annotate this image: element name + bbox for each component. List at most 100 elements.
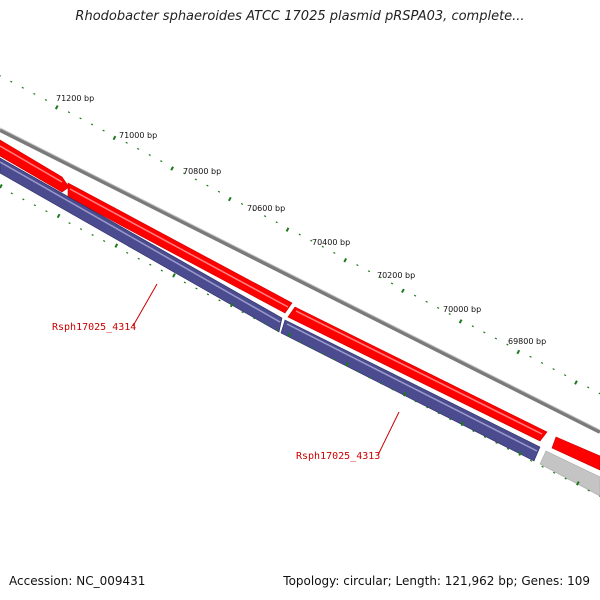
minor-tick xyxy=(483,331,486,334)
reverse-gene-2[interactable] xyxy=(280,319,541,462)
tick-label: 70400 bp xyxy=(312,238,350,247)
minor-tick xyxy=(90,123,94,126)
minor-tick xyxy=(183,281,187,284)
minor-tick xyxy=(437,412,440,415)
minor-tick xyxy=(276,329,279,332)
minor-tick xyxy=(241,311,244,314)
minor-tick xyxy=(79,117,82,120)
minor-tick xyxy=(125,141,128,144)
minor-tick xyxy=(333,251,336,254)
minor-tick xyxy=(333,358,337,361)
minor-tick xyxy=(195,287,198,290)
minor-tick xyxy=(22,198,25,201)
tick-label: 70200 bp xyxy=(377,271,415,280)
minor-tick xyxy=(448,313,451,316)
minor-tick xyxy=(252,209,255,212)
inner-tick-ring xyxy=(0,183,600,497)
major-tick xyxy=(56,213,61,219)
minor-tick xyxy=(137,257,140,260)
major-tick xyxy=(170,166,174,171)
minor-tick xyxy=(91,234,94,236)
backbone-highlight xyxy=(0,127,600,431)
map-title: Rhodobacter sphaeroides ATCC 17025 plasm… xyxy=(75,9,525,24)
tick-label: 69800 bp xyxy=(508,337,546,346)
backbone-track xyxy=(0,128,600,434)
minor-tick xyxy=(252,317,256,320)
major-tick xyxy=(401,288,405,294)
tick-label: 70800 bp xyxy=(183,167,221,176)
forward-gene-4[interactable] xyxy=(551,436,600,471)
forward-gene-shine xyxy=(295,310,543,435)
minor-tick xyxy=(102,129,105,132)
minor-tick xyxy=(206,293,210,296)
forward-gene-shine xyxy=(69,188,289,308)
major-tick xyxy=(402,391,407,397)
major-tick xyxy=(460,421,465,427)
minor-tick xyxy=(322,352,325,355)
major-tick xyxy=(516,349,521,355)
minor-tick xyxy=(552,471,556,474)
minor-tick xyxy=(194,178,198,181)
minor-tick xyxy=(263,215,267,218)
minor-tick xyxy=(425,300,428,303)
minor-tick xyxy=(160,269,163,272)
minor-tick xyxy=(160,160,163,163)
minor-tick xyxy=(217,190,221,193)
tick-label: 70600 bp xyxy=(247,204,285,213)
tick-label: 70000 bp xyxy=(443,305,481,314)
minor-tick xyxy=(494,337,498,340)
accession-text: Accession: NC_009431 xyxy=(9,574,146,588)
minor-tick xyxy=(471,325,474,328)
minor-tick xyxy=(298,233,301,236)
minor-tick xyxy=(321,245,324,248)
minor-tick xyxy=(564,477,567,480)
minor-tick xyxy=(44,98,48,101)
minor-tick xyxy=(472,430,475,433)
minor-tick xyxy=(148,154,151,157)
minor-tick xyxy=(149,263,152,266)
minor-tick xyxy=(299,340,302,343)
gene-label[interactable]: Rsph17025_4313 xyxy=(296,451,380,462)
minor-tick xyxy=(33,204,37,207)
gene-label[interactable]: Rsph17025_4314 xyxy=(52,322,136,333)
minor-tick xyxy=(137,147,140,150)
minor-tick xyxy=(275,221,278,224)
minor-tick xyxy=(240,202,244,205)
minor-tick xyxy=(183,172,186,175)
minor-tick xyxy=(33,92,36,95)
reverse-gene-shine xyxy=(286,323,538,452)
minor-tick xyxy=(506,447,510,450)
minor-tick xyxy=(356,264,359,267)
gene-label-leader xyxy=(377,411,400,456)
minor-tick xyxy=(587,386,590,389)
minor-tick xyxy=(495,441,498,444)
gray-feature[interactable] xyxy=(539,450,600,497)
minor-tick xyxy=(68,222,71,225)
minor-tick xyxy=(426,406,429,409)
forward-gene-3[interactable] xyxy=(287,306,548,442)
forward-gene-shine xyxy=(0,145,63,183)
minor-tick xyxy=(437,306,440,309)
minor-tick xyxy=(540,361,544,364)
minor-tick xyxy=(413,294,417,297)
minor-tick xyxy=(587,489,590,492)
major-tick xyxy=(343,257,348,263)
minor-tick xyxy=(10,80,13,83)
minor-tick xyxy=(218,299,221,302)
major-tick xyxy=(229,302,234,308)
minor-tick xyxy=(102,239,106,242)
major-tick xyxy=(112,135,117,141)
major-tick xyxy=(0,183,3,189)
minor-tick xyxy=(483,436,487,439)
gene-label-leader xyxy=(132,283,158,327)
minor-tick xyxy=(379,382,383,385)
major-tick xyxy=(172,273,176,278)
major-tick xyxy=(345,362,349,367)
major-tick xyxy=(228,196,232,202)
minor-tick xyxy=(367,270,371,273)
major-tick xyxy=(574,380,578,385)
reverse-gene-1[interactable] xyxy=(0,157,283,333)
minor-tick xyxy=(21,86,24,89)
minor-tick xyxy=(45,210,48,213)
